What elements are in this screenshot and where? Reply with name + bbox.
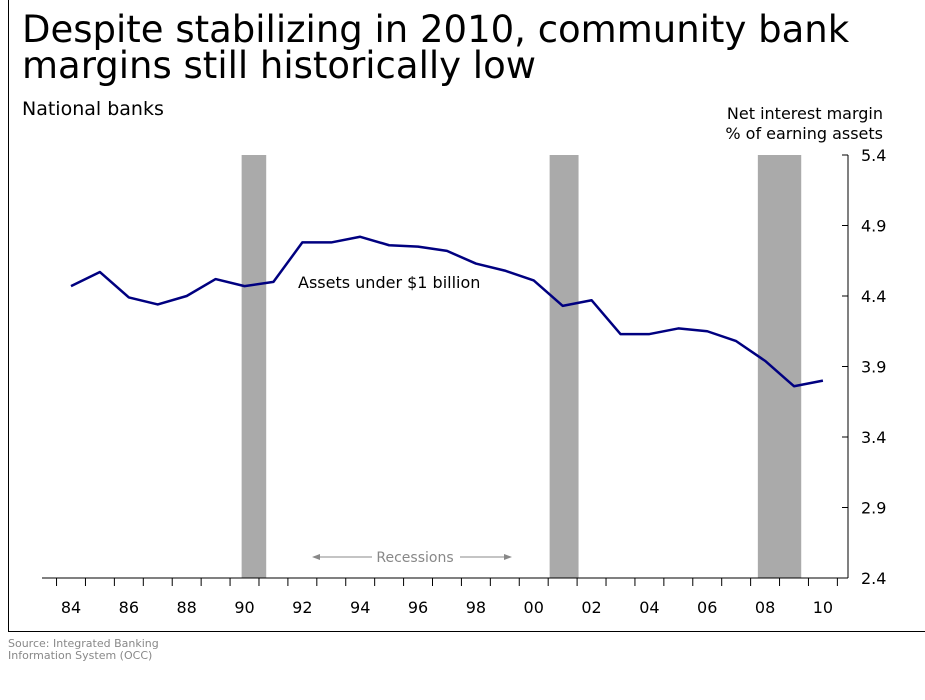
recession-band-2	[549, 155, 579, 578]
recession-band-1	[241, 155, 267, 578]
x-tick-label: 88	[177, 598, 197, 617]
source-note: Source: Integrated Banking Information S…	[8, 637, 159, 662]
x-tick-label: 86	[119, 598, 139, 617]
recession-bands	[241, 155, 802, 578]
x-tick-label: 92	[292, 598, 312, 617]
chart-subtitle: National banks	[22, 98, 164, 120]
x-tick-label: 84	[61, 598, 81, 617]
series-label: Assets under $1 billion	[298, 273, 480, 292]
chart-title: Despite stabilizing in 2010, community b…	[22, 8, 850, 87]
y-tick-label: 4.9	[861, 217, 886, 236]
recessions-label: Recessions	[376, 550, 453, 566]
annotations: Assets under $1 billion Recessions	[298, 273, 512, 566]
series	[70, 235, 824, 388]
x-tick-label: 98	[466, 598, 486, 617]
y-tick-label: 2.4	[861, 569, 886, 588]
y-axis-label-line2: % of earning assets	[725, 124, 883, 143]
x-tick-label: 08	[755, 598, 775, 617]
arrow-left-head	[312, 554, 320, 560]
y-tick-label: 3.4	[861, 428, 886, 447]
series-line-1	[70, 235, 824, 388]
x-tick-label: 96	[408, 598, 428, 617]
y-tick-label: 2.9	[861, 499, 886, 518]
x-tick-label: 94	[350, 598, 370, 617]
x-tick-label: 00	[524, 598, 544, 617]
x-tick-label: 10	[813, 598, 833, 617]
x-tick-label: 90	[234, 598, 254, 617]
chart-frame	[8, 0, 925, 632]
recession-band-3	[757, 155, 802, 578]
x-tick-label: 06	[697, 598, 717, 617]
y-axis-label-line1: Net interest margin	[726, 104, 883, 123]
axes: 84 86 88 90 92 94 96 98 00 02 04 06 08 10 2.4 2.9 3.4 3.9…	[42, 146, 886, 617]
y-tick-label: 5.4	[861, 146, 886, 165]
y-tick-label: 3.9	[861, 358, 886, 377]
x-tick-label: 02	[581, 598, 601, 617]
arrow-right-head	[504, 554, 512, 560]
x-tick-label: 04	[639, 598, 659, 617]
y-tick-label: 4.4	[861, 287, 886, 306]
